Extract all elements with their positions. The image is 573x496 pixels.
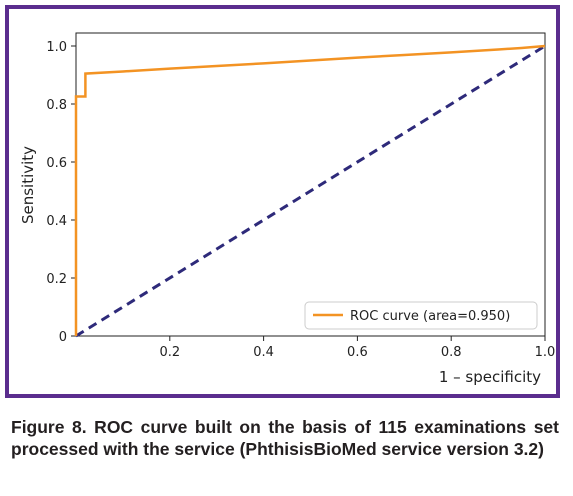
y-tick-label: 0.6	[46, 156, 67, 171]
x-axis-title: 1 – specificity	[439, 368, 541, 386]
x-tick-label: 0.2	[159, 345, 180, 360]
chance-diagonal-line	[75, 44, 546, 338]
y-tick-label: 1.0	[46, 40, 67, 55]
legend-box	[304, 301, 538, 330]
legend-label: ROC curve (area=0.950)	[350, 309, 510, 324]
y-axis-title: Sensitivity	[19, 146, 37, 224]
x-tick-label: 0.6	[347, 345, 368, 360]
y-tick-label: 0.8	[46, 98, 67, 113]
roc-chart: 0 0.2 0.4 0.6 0.8 1.0 0.2 0.4 0.6 0.8 1.0 Sensiti…	[19, 32, 555, 386]
x-tick-label: 0.8	[441, 345, 462, 360]
roc-curve-line	[74, 44, 546, 336]
x-tick-label: 0.4	[253, 345, 274, 360]
legend: ROC curve (area=0.950)	[304, 301, 538, 330]
x-tick-label: 1.0	[535, 345, 556, 360]
x-axis-ticks: 0.2 0.4 0.6 0.8 1.0	[159, 336, 555, 360]
plot-area	[75, 32, 546, 337]
y-tick-label: 0.4	[46, 214, 67, 229]
y-tick-label: 0.2	[46, 272, 67, 287]
y-tick-label: 0	[59, 330, 67, 345]
y-axis-ticks: 0 0.2 0.4 0.6 0.8 1.0	[46, 40, 76, 345]
figure-caption: Figure 8. ROC curve built on the basis o…	[11, 417, 559, 459]
